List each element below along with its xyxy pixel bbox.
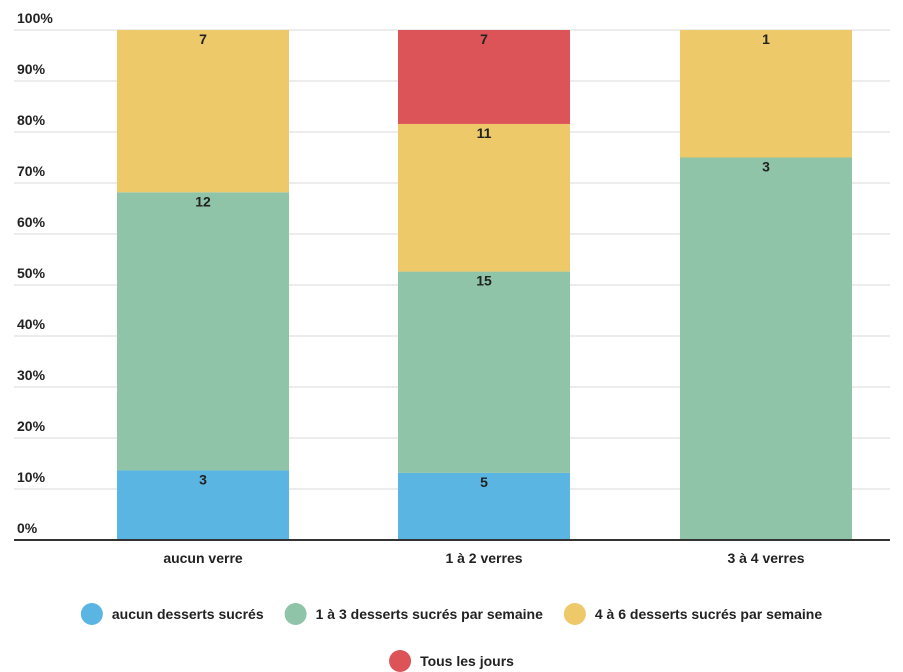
bar-segment xyxy=(680,157,852,540)
y-tick-label: 90% xyxy=(17,61,46,77)
bar-segment xyxy=(117,192,289,471)
data-label: 3 xyxy=(199,471,207,487)
y-tick-label: 10% xyxy=(17,469,46,485)
bar-segment xyxy=(398,472,570,540)
data-label: 7 xyxy=(199,31,207,47)
x-category-label: 1 à 2 verres xyxy=(445,550,522,566)
y-tick-label: 20% xyxy=(17,418,46,434)
legend-label: 1 à 3 desserts sucrés par semaine xyxy=(316,606,543,622)
data-label: 7 xyxy=(480,31,488,47)
x-category-label: aucun verre xyxy=(163,550,243,566)
y-tick-label: 70% xyxy=(17,163,46,179)
legend-label: Tous les jours xyxy=(420,653,514,669)
y-tick-label: 80% xyxy=(17,112,46,128)
y-tick-label: 40% xyxy=(17,316,46,332)
y-axis-ticks: 0% 10% 20% 30% 40% 50% 60% 70% 80% 90% 100% xyxy=(17,10,53,536)
bar-segment xyxy=(398,123,570,272)
data-label: 3 xyxy=(762,159,770,175)
bar-segment xyxy=(398,271,570,473)
bar-segment xyxy=(398,30,570,124)
legend-label: 4 à 6 desserts sucrés par semaine xyxy=(595,606,822,622)
y-tick-label: 100% xyxy=(17,10,53,26)
legend-swatch xyxy=(563,603,586,625)
y-tick-label: 60% xyxy=(17,214,46,230)
legend-swatch xyxy=(80,603,103,625)
legend-label: aucun desserts sucrés xyxy=(112,606,264,622)
x-axis-categories: aucun verre 1 à 2 verres 3 à 4 verres xyxy=(163,550,804,566)
data-label: 1 xyxy=(762,31,770,47)
data-label: 5 xyxy=(480,474,488,490)
bars xyxy=(117,30,852,540)
y-tick-label: 30% xyxy=(17,367,46,383)
y-tick-label: 0% xyxy=(17,520,38,536)
data-label: 15 xyxy=(476,273,492,289)
bar-segment xyxy=(117,470,289,540)
legend-swatch xyxy=(284,603,307,625)
x-category-label: 3 à 4 verres xyxy=(727,550,804,566)
data-label: 12 xyxy=(195,193,211,209)
bar-segment xyxy=(680,30,852,158)
data-labels: 3 12 7 5 15 11 7 3 1 xyxy=(195,31,770,490)
y-tick-label: 50% xyxy=(17,265,46,281)
bar-segment xyxy=(117,30,289,193)
legend: aucun desserts sucrés 1 à 3 desserts sucr… xyxy=(80,603,822,672)
data-label: 11 xyxy=(477,125,492,141)
legend-swatch xyxy=(389,650,412,672)
